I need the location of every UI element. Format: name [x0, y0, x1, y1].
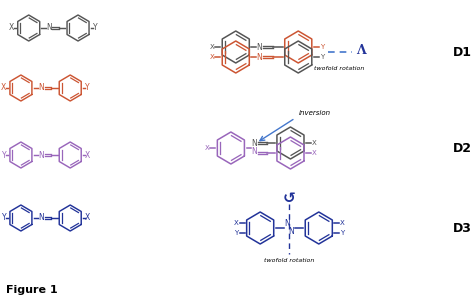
Text: X: X	[205, 145, 210, 151]
Text: ↺: ↺	[283, 190, 296, 206]
Text: X: X	[210, 44, 214, 50]
Text: Figure 1: Figure 1	[6, 285, 58, 295]
Text: N: N	[256, 52, 262, 62]
Text: N: N	[251, 148, 257, 157]
Text: D2: D2	[453, 142, 472, 154]
Text: Y: Y	[235, 230, 239, 236]
Text: N: N	[38, 151, 44, 160]
Text: inversion: inversion	[298, 110, 330, 116]
Text: N: N	[256, 43, 262, 52]
Text: N: N	[38, 214, 44, 223]
Text: D3: D3	[453, 221, 472, 235]
Text: Y: Y	[1, 214, 6, 223]
Text: Y: Y	[320, 44, 324, 50]
Text: N: N	[289, 227, 294, 236]
Text: twofold rotation: twofold rotation	[264, 258, 315, 263]
Text: X: X	[340, 220, 345, 226]
Text: X: X	[312, 140, 317, 146]
Text: X: X	[85, 151, 90, 160]
Text: N: N	[251, 140, 257, 148]
Text: N: N	[38, 83, 44, 92]
Text: D1: D1	[453, 46, 472, 59]
Text: Y: Y	[85, 83, 90, 92]
Text: N: N	[285, 220, 291, 229]
Text: X: X	[1, 83, 6, 92]
Text: Y: Y	[93, 23, 97, 32]
Text: Y: Y	[320, 54, 324, 60]
Text: Y: Y	[340, 230, 345, 236]
Text: Λ: Λ	[356, 44, 365, 58]
Text: X: X	[312, 150, 317, 156]
Text: X: X	[210, 54, 214, 60]
Text: X: X	[234, 220, 239, 226]
Text: twofold rotation: twofold rotation	[314, 66, 365, 71]
Text: Y: Y	[1, 151, 6, 160]
Text: N: N	[46, 23, 52, 32]
Text: X: X	[85, 214, 90, 223]
Text: X: X	[9, 23, 14, 32]
